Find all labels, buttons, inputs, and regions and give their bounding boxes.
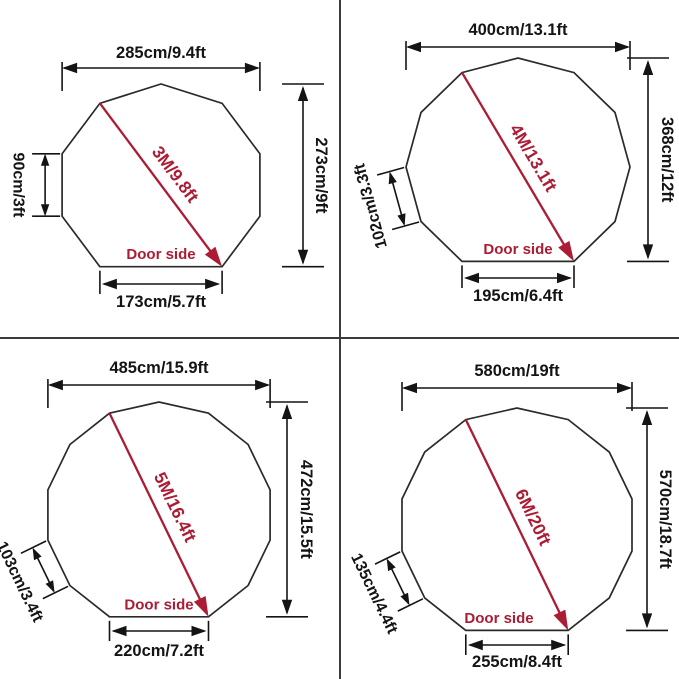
diameter-arrow-line	[98, 102, 215, 256]
side-dim-tick	[20, 540, 47, 555]
top-width-dimension-arrow-head	[406, 41, 421, 53]
door-width-label: 173cm/5.7ft	[116, 293, 206, 311]
side-dim-tick	[374, 551, 401, 565]
diameter-arrow-line	[461, 72, 568, 250]
tent-diagram-top-right: 400cm/13.1ft 368cm/12ft 195cm/6.4ft 102cm/3…	[351, 21, 676, 305]
height-label: 273cm/9ft	[312, 137, 330, 214]
side-length-label: 90cm/3ft	[10, 153, 27, 219]
door-width-dimension-arrow-head	[557, 272, 572, 284]
door-width-label: 220cm/7.2ft	[114, 642, 204, 660]
side-dimension-arrow-head	[400, 592, 410, 606]
top-width-label: 485cm/15.9ft	[109, 359, 209, 377]
diameter-arrow-line	[464, 419, 563, 618]
top-width-dimension-arrow-head	[617, 382, 632, 394]
side-dimension-arrow-head	[386, 558, 396, 572]
diameter-arrow-line	[108, 412, 203, 604]
top-width-label: 400cm/13.1ft	[468, 21, 568, 39]
height-dimension-arrow-head	[281, 404, 293, 419]
diameter-arrow-head	[193, 596, 209, 617]
door-side-label: Door side	[483, 241, 552, 258]
height-dimension-arrow-head	[281, 599, 293, 615]
door-width-dimension-arrow-head	[111, 625, 127, 637]
door-width-dimension-arrow-head	[467, 639, 483, 651]
grid-divider-horizontal	[0, 337, 679, 339]
door-width-dimension-arrow-head	[551, 639, 567, 651]
height-label: 368cm/12ft	[658, 117, 676, 203]
tent-outline-polygon	[401, 407, 633, 632]
top-width-label: 285cm/9.4ft	[116, 44, 206, 62]
top-width-dimension-arrow-head	[62, 62, 78, 74]
height-dimension-arrow-head	[642, 60, 654, 75]
side-length-label: 135cm/4.4ft	[347, 551, 401, 637]
door-side-label: Door side	[124, 596, 193, 613]
height-dimension-arrow-head	[641, 410, 653, 425]
tent-outline-polygon	[61, 83, 261, 268]
side-dimension-arrow-head	[40, 204, 50, 217]
side-dim-tick	[391, 221, 420, 231]
diameter-arrow-head	[553, 609, 569, 631]
door-width-dimension-arrow-head	[464, 272, 479, 284]
side-dimension-arrow-head	[397, 213, 406, 226]
side-dim-tick	[42, 585, 69, 600]
side-dim-tick	[397, 598, 424, 612]
side-dimension-arrow-head	[40, 153, 50, 166]
height-label: 570cm/18.7ft	[656, 470, 674, 570]
tent-outline-polygon	[47, 401, 271, 618]
tent-outline-polygon	[405, 57, 631, 263]
height-dimension-arrow-head	[641, 613, 653, 629]
side-length-label: 102cm/3.3ft	[351, 161, 391, 250]
height-label: 472cm/15.5ft	[297, 460, 315, 560]
door-side-label: Door side	[464, 610, 533, 627]
door-width-dimension-arrow-head	[191, 625, 207, 637]
side-dim-tick	[376, 166, 405, 176]
door-width-dimension-arrow-head	[205, 278, 221, 290]
height-dimension-arrow-head	[642, 244, 654, 260]
tent-diagram-bottom-left: 485cm/15.9ft472cm/15.5ft220cm/7.2ft103cm…	[0, 359, 315, 660]
side-dimension-arrow-head	[32, 547, 42, 561]
top-width-dimension-arrow-head	[244, 62, 260, 74]
top-width-dimension-arrow-head	[255, 379, 271, 391]
diameter-arrow-head	[204, 246, 223, 267]
door-width-label: 195cm/6.4ft	[473, 287, 563, 305]
grid-divider-vertical	[339, 0, 341, 679]
door-side-label: Door side	[126, 246, 195, 263]
top-width-dimension-arrow-head	[47, 379, 63, 391]
door-width-label: 255cm/8.4ft	[472, 653, 562, 671]
side-dimension-arrow-head	[388, 171, 397, 185]
diameter-arrow-head	[558, 240, 574, 262]
side-dimension-arrow-head	[45, 580, 55, 593]
door-width-dimension-arrow-head	[101, 278, 117, 290]
height-dimension-arrow-head	[297, 86, 309, 101]
top-width-dimension-arrow-head	[615, 41, 630, 53]
height-dimension-arrow-head	[297, 249, 309, 265]
tent-diagram-bottom-right: 580cm/19ft 570cm/18.7ft 255cm/8.4ft 135cm/4…	[347, 362, 674, 671]
top-width-label: 580cm/19ft	[474, 362, 560, 380]
top-width-dimension-arrow-head	[402, 382, 417, 394]
